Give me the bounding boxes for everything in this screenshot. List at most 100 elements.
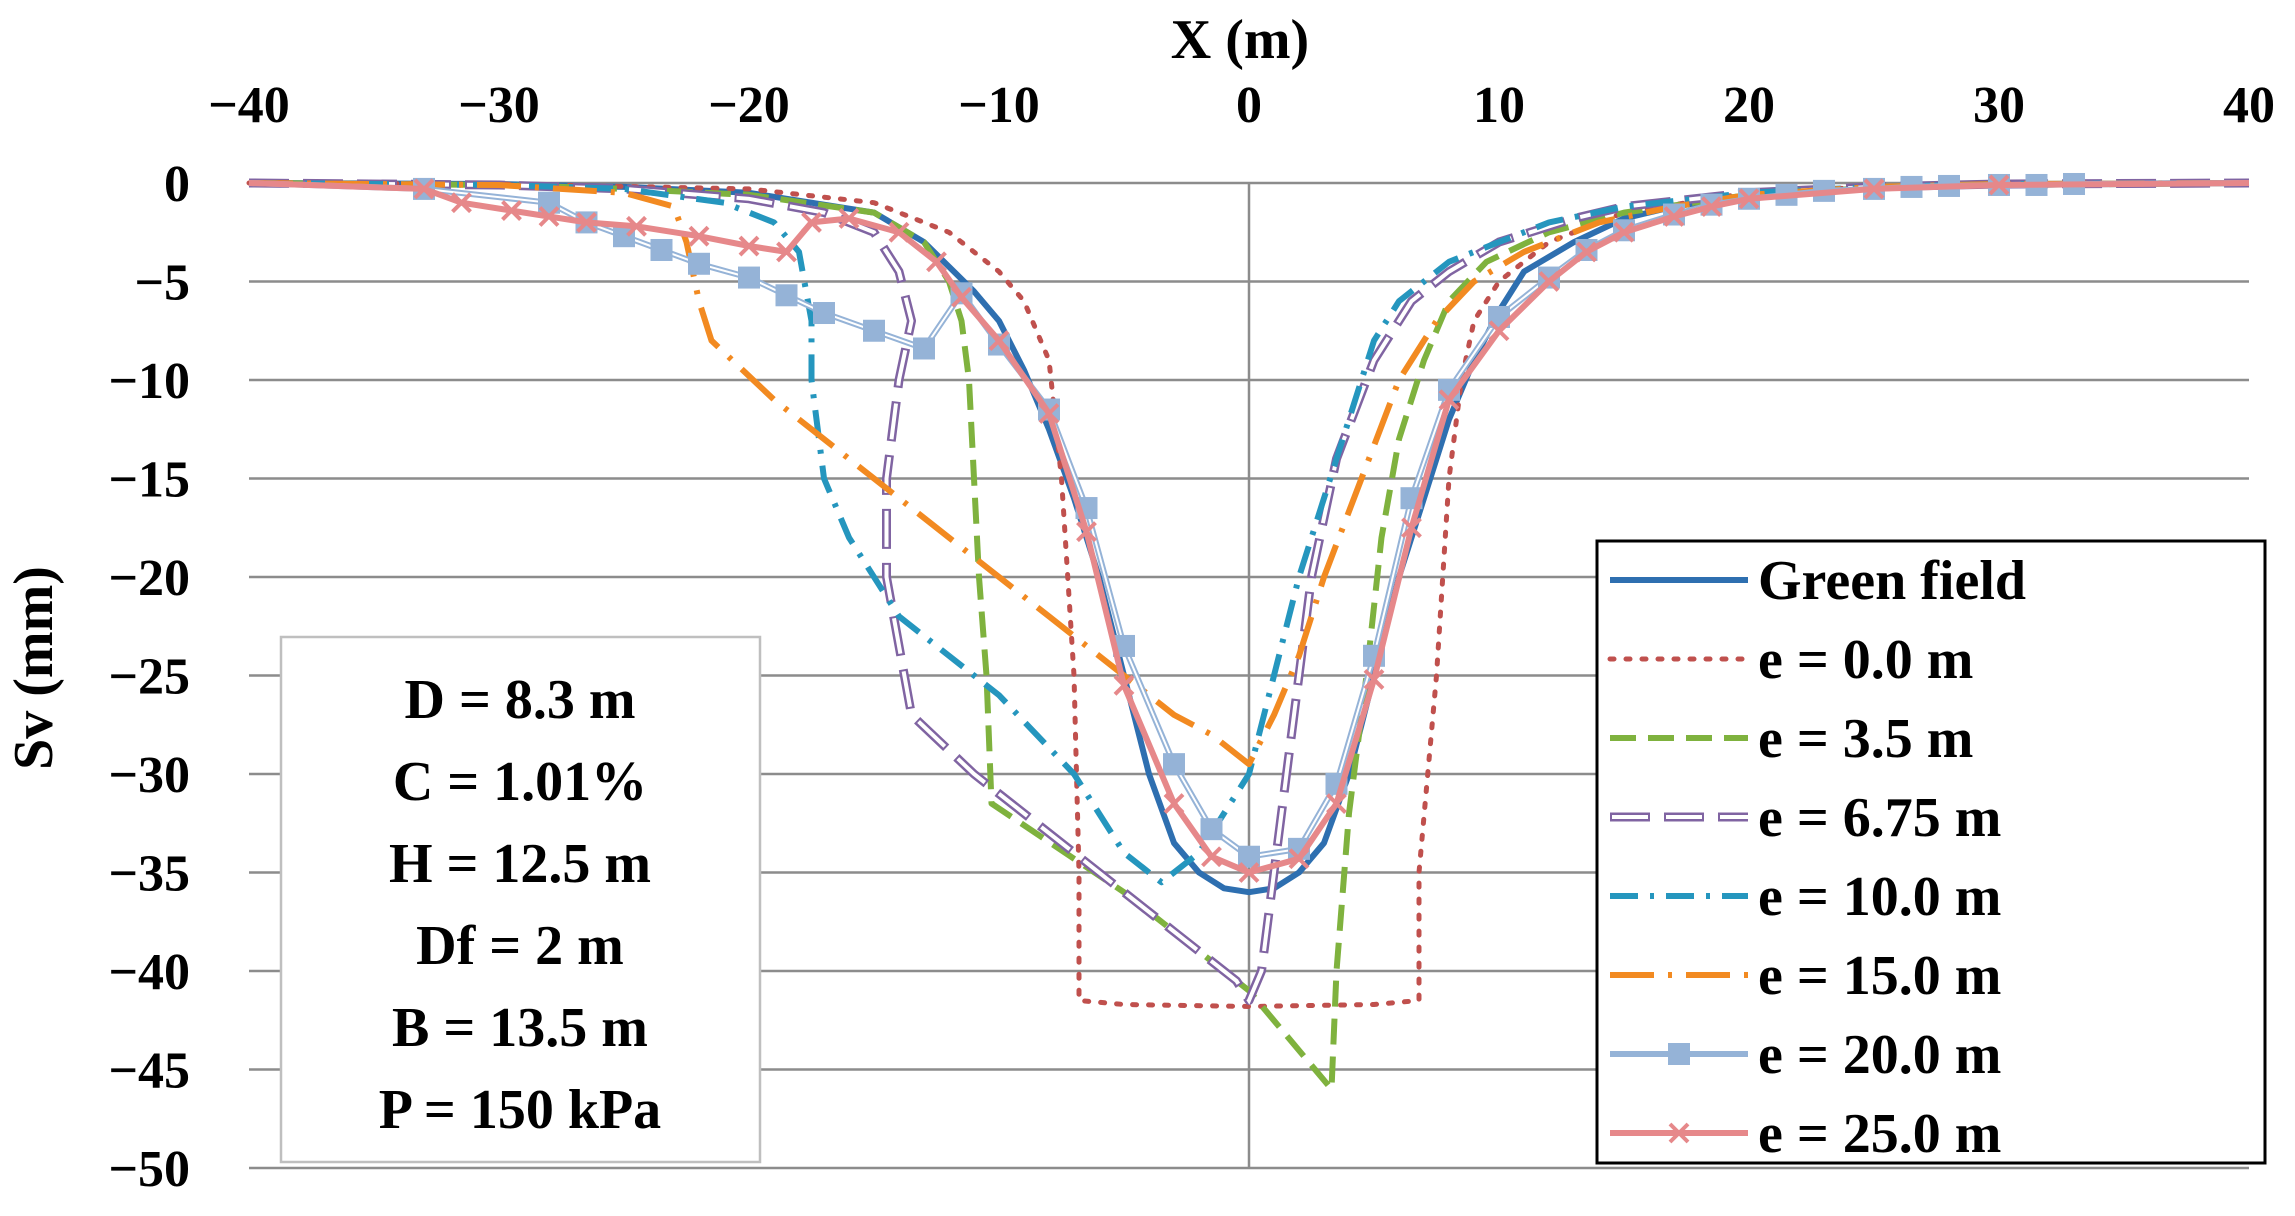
legend-label: e = 10.0 m: [1758, 866, 2001, 928]
series-marker: [1488, 320, 1510, 342]
x-tick-label: −20: [708, 77, 790, 134]
series-marker: [1288, 848, 1310, 870]
series-marker: [650, 238, 673, 261]
parameter-info-box: D = 8.3 m C = 1.01% H = 12.5 m Df = 2 m B = …: [279, 635, 762, 1164]
x-tick-label: 10: [1473, 77, 1525, 134]
series-marker: [838, 208, 860, 229]
series-marker: [501, 200, 522, 221]
x-tick-label: −10: [958, 77, 1040, 134]
series-marker: [1438, 389, 1460, 411]
series-3: [248, 180, 2250, 1093]
series-marker: [688, 252, 710, 275]
series-6: [248, 180, 2250, 768]
legend-label: e = 20.0 m: [1758, 1024, 2001, 1086]
y-tick-label: 0: [164, 156, 190, 213]
series-marker: [1576, 241, 1597, 263]
x-tick-label: 40: [2223, 77, 2275, 134]
series-marker: [1538, 271, 1560, 292]
legend-item: e = 10.0 m: [1610, 866, 2001, 928]
series-line-core: [248, 181, 2250, 1005]
series-marker: [1668, 1043, 1690, 1065]
series-marker: [1163, 753, 1185, 776]
series-marker: [413, 178, 435, 200]
series-marker: [988, 330, 1010, 352]
series-4: [248, 178, 2250, 1005]
series-marker: [538, 206, 560, 227]
series-marker: [451, 192, 472, 214]
info-line: D = 8.3 m: [405, 669, 636, 731]
series-marker: [1326, 793, 1347, 814]
series-marker: [1668, 1122, 1690, 1144]
x-tick-label: 20: [1723, 77, 1775, 134]
series-marker: [1401, 517, 1422, 539]
series-line: [248, 180, 2250, 1093]
info-line: P = 150 kPa: [379, 1079, 661, 1141]
legend-label: e = 6.75 m: [1758, 787, 2001, 849]
y-tick-label: −35: [108, 846, 190, 903]
series-5: [248, 180, 2250, 886]
series-line: [248, 180, 2250, 768]
series-line: [248, 180, 2250, 886]
y-tick-label: −15: [108, 452, 190, 509]
legend-item: e = 3.5 m: [1610, 708, 1973, 770]
legend-label: e = 25.0 m: [1758, 1103, 2001, 1165]
series-marker: [1076, 521, 1097, 543]
x-tick-label: 30: [1973, 77, 2025, 134]
series-marker: [1238, 862, 1260, 883]
series-marker: [863, 319, 885, 342]
series-marker: [1363, 669, 1385, 690]
x-tick-label: 0: [1236, 77, 1262, 134]
series-marker: [1988, 174, 2010, 196]
series-marker: [1038, 403, 1060, 424]
series-marker: [1738, 188, 1760, 210]
legend-item: Green field: [1610, 550, 2026, 612]
series-marker: [813, 302, 835, 325]
series-marker: [1200, 818, 1223, 841]
legend-label: e = 15.0 m: [1758, 945, 2001, 1007]
legend-label: Green field: [1758, 550, 2026, 612]
legend-item: e = 20.0 m: [1610, 1024, 2001, 1086]
y-tick-label: −10: [108, 353, 190, 410]
series-marker: [1201, 846, 1222, 868]
series-marker: [738, 266, 760, 289]
legend-item: e = 25.0 m: [1610, 1103, 2001, 1165]
series-marker: [688, 225, 710, 247]
y-tick-label: −45: [108, 1043, 190, 1100]
y-tick-label: −5: [134, 255, 190, 312]
y-tick-label: −20: [108, 550, 190, 607]
legend-item: e = 0.0 m: [1607, 629, 1973, 691]
info-line: H = 12.5 m: [389, 833, 651, 895]
x-tick-label: −30: [458, 77, 540, 134]
series-marker: [1163, 793, 1185, 814]
x-tick-label: −40: [208, 77, 290, 134]
legend-item: e = 6.75 m: [1610, 787, 2001, 849]
series-marker: [738, 235, 760, 257]
info-line: C = 1.01%: [393, 751, 647, 813]
tick-labels: −40 −30 −20 −10 0 10 20 30 40 0 −5 −10 −15 −20 −25 −30 −…: [108, 77, 2275, 1198]
info-line: Df = 2 m: [416, 915, 624, 977]
series-marker: [776, 241, 797, 263]
series-marker: [1701, 196, 1722, 218]
legend: Green field e = 0.0 m e = 3.5 m e = 6.75 m e…: [1595, 539, 2267, 1165]
series-8: [248, 174, 2250, 883]
y-tick-label: −50: [108, 1141, 190, 1198]
legend-label: e = 3.5 m: [1758, 708, 1973, 770]
series-marker: [1863, 178, 1885, 200]
series-marker: [888, 221, 910, 243]
series-marker: [1613, 221, 1635, 243]
y-tick-label: −25: [108, 649, 190, 706]
y-axis-title: Sv (mm): [3, 566, 65, 770]
series-marker: [626, 215, 647, 237]
y-tick-label: −40: [108, 944, 190, 1001]
series-marker: [1663, 206, 1685, 227]
series-marker: [576, 211, 597, 233]
series-marker: [1238, 845, 1260, 868]
series-marker: [951, 286, 972, 308]
series-marker: [801, 211, 822, 233]
legend-label: e = 0.0 m: [1758, 629, 1973, 691]
series-marker: [913, 337, 935, 360]
y-tick-label: −30: [108, 747, 190, 804]
series-lines: [246, 172, 2252, 1093]
